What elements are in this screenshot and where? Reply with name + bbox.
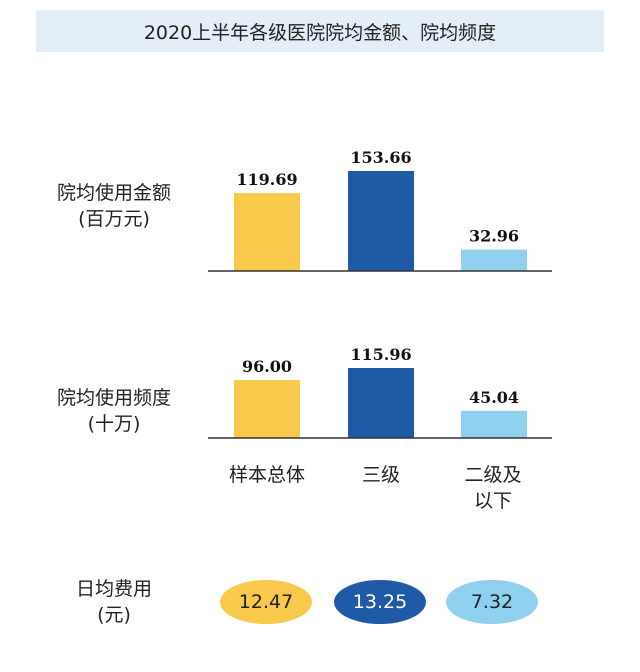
frequency-value-label-tier2: 45.04 <box>469 388 519 407</box>
amount-bar-tier3 <box>348 171 414 271</box>
frequency-bar-chart: 96.00 115.96 45.04 <box>208 345 552 439</box>
category-label-tier2: 二级及 以下 <box>438 462 548 514</box>
category-label-tier3: 三级 <box>326 462 436 488</box>
amount-bar-tier2 <box>461 249 527 271</box>
frequency-value-label-tier3: 115.96 <box>350 345 411 364</box>
amount-value-label-tier2: 32.96 <box>469 227 519 246</box>
daily-value-tier2: 7.32 <box>446 580 538 624</box>
category-label-tier2-line2: 以下 <box>473 490 512 512</box>
amount-row-label: 院均使用金额 (百万元) <box>24 180 204 232</box>
daily-value-tier3: 13.25 <box>334 580 426 624</box>
frequency-value-label-sample: 96.00 <box>242 357 292 376</box>
amount-label-line1: 院均使用金额 <box>56 182 171 204</box>
category-label-tier2-line1: 二级及 <box>464 464 522 486</box>
frequency-label-line2: (十万) <box>87 413 141 435</box>
frequency-bar-tier2 <box>461 410 527 438</box>
amount-label-line2: (百万元) <box>78 208 150 230</box>
amount-value-label-tier3: 153.66 <box>350 148 411 167</box>
chart-title: 2020上半年各级医院院均金额、院均频度 <box>36 10 604 52</box>
frequency-bar-tier3 <box>348 368 414 438</box>
category-label-sample: 样本总体 <box>212 462 322 488</box>
category-label-sample-line1: 样本总体 <box>228 464 305 486</box>
amount-bar-chart: 119.69 153.66 32.96 <box>208 148 552 272</box>
daily-row-label: 日均费用 (元) <box>24 576 204 628</box>
daily-value-sample: 12.47 <box>220 580 312 624</box>
daily-label-line1: 日均费用 <box>75 578 152 600</box>
frequency-bar-sample <box>234 380 300 438</box>
frequency-label-line1: 院均使用频度 <box>56 387 171 409</box>
daily-label-line2: (元) <box>97 604 131 626</box>
category-label-tier3-line1: 三级 <box>361 464 400 486</box>
amount-bar-sample <box>234 193 300 271</box>
frequency-row-label: 院均使用频度 (十万) <box>24 385 204 437</box>
amount-value-label-sample: 119.69 <box>236 170 297 189</box>
